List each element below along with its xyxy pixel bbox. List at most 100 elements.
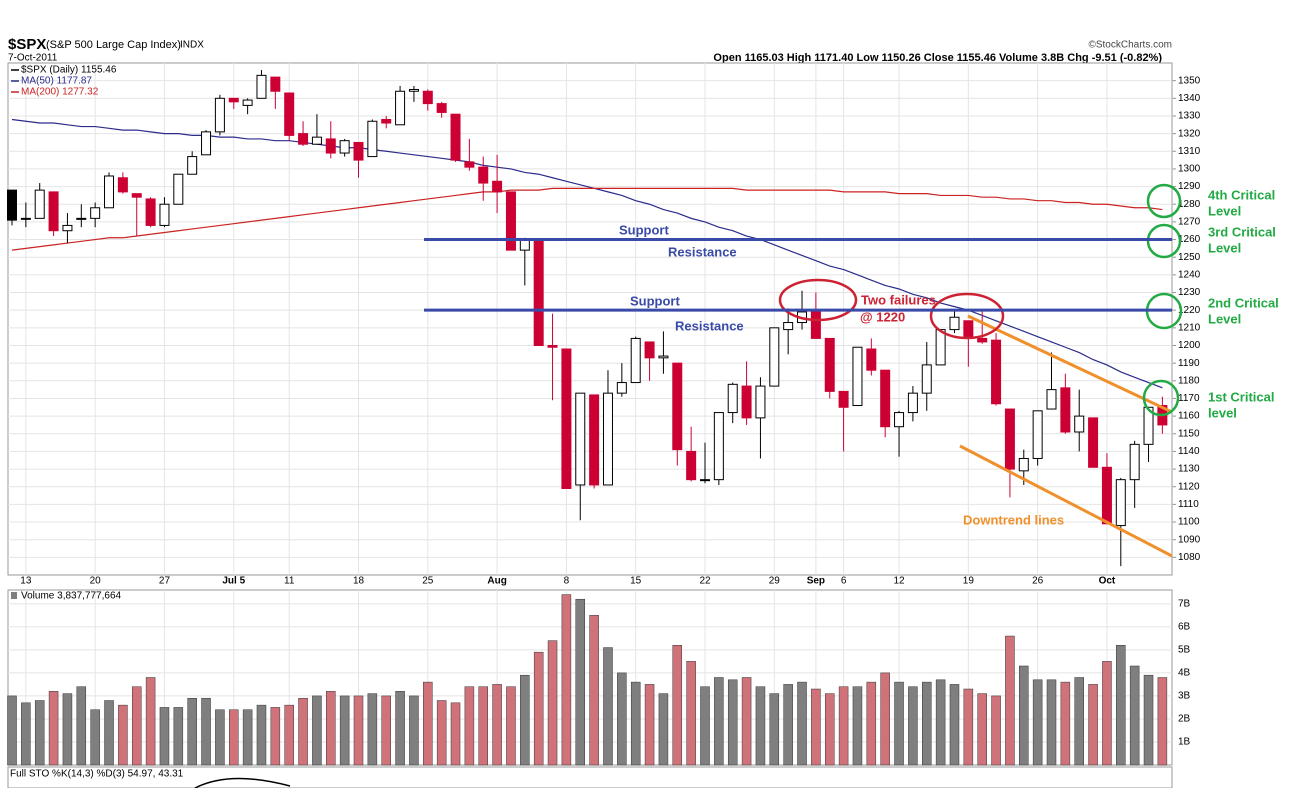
candle-body — [616, 382, 627, 394]
volume-bar — [1005, 635, 1015, 766]
volume-bar — [76, 686, 87, 766]
y-tick-label: 1240 — [1178, 270, 1201, 281]
volume-bar — [714, 677, 724, 766]
y-tick-label: 1250 — [1178, 252, 1201, 263]
critical-circle — [1146, 183, 1182, 219]
x-tick-label: 12 — [893, 576, 905, 587]
candle-body — [1018, 457, 1029, 472]
candle-body — [1046, 389, 1057, 410]
y-tick-label: 5B — [1178, 645, 1191, 656]
x-tick-label: 22 — [699, 576, 711, 587]
candle-body — [48, 191, 59, 232]
y-tick-label: 1210 — [1178, 322, 1201, 333]
y-tick-label: 6B — [1178, 621, 1191, 632]
x-tick-label: Aug — [487, 576, 506, 587]
volume-bar — [977, 693, 987, 766]
candle-body — [991, 339, 1002, 405]
annotation: level — [1208, 405, 1237, 420]
candle-body — [810, 311, 821, 339]
x-tick-label: 13 — [20, 576, 32, 587]
volume-bar — [367, 693, 378, 766]
x-tick-label: 20 — [90, 576, 102, 587]
candle-body — [34, 189, 45, 219]
volume-bar — [339, 695, 350, 766]
volume-bar — [1157, 677, 1168, 766]
volume-bar — [769, 693, 780, 766]
volume-bar — [326, 691, 336, 766]
volume-bar — [1129, 665, 1140, 766]
annotation: Downtrend lines — [963, 512, 1064, 527]
y-tick-label: 1220 — [1178, 305, 1201, 316]
annotation: @ 1220 — [860, 309, 905, 324]
volume-bar — [727, 679, 738, 766]
volume-bar — [1060, 681, 1071, 766]
volume-bar — [1102, 661, 1112, 766]
candle-body — [672, 362, 683, 451]
candle-body — [755, 385, 766, 419]
volume-bar — [104, 700, 114, 766]
y-tick-label: 1230 — [1178, 287, 1201, 298]
volume-bar — [395, 691, 405, 766]
candle-body — [533, 239, 544, 346]
candle-body — [62, 224, 73, 232]
volume-bar — [700, 686, 710, 766]
annotation: 2nd Critical — [1208, 295, 1279, 310]
candle-body — [450, 113, 461, 161]
candle-body — [1032, 410, 1043, 459]
volume-bar — [630, 681, 641, 766]
volume-bar — [1046, 679, 1057, 766]
candle-body — [963, 320, 974, 339]
x-tick-label: Jul 5 — [222, 576, 245, 587]
y-tick-label: 1110 — [1178, 499, 1199, 510]
candle-body — [1074, 415, 1085, 433]
candle-body — [145, 198, 156, 226]
volume-bar — [617, 672, 627, 766]
candle-body — [159, 203, 170, 226]
candle-body — [173, 173, 184, 205]
y-tick-label: 1200 — [1178, 340, 1201, 351]
volume-bar — [131, 686, 142, 766]
legend-label: $SPX (Daily) 1155.46 — [21, 65, 117, 76]
candle-body — [1143, 406, 1154, 445]
candle-body — [1129, 443, 1140, 481]
failure-circle — [929, 292, 1005, 340]
candle-body — [422, 90, 433, 105]
candle-body — [339, 140, 350, 154]
sto-frame — [7, 766, 1173, 788]
y-tick-label: 1300 — [1178, 164, 1201, 175]
volume-bar — [21, 702, 31, 766]
candle-body — [395, 90, 406, 126]
volume-bar — [298, 697, 308, 766]
volume-bar — [7, 695, 17, 766]
volume-bar — [506, 686, 516, 766]
annotation: 4th Critical — [1208, 187, 1275, 202]
volume-bar — [1116, 645, 1126, 766]
volume-bar — [201, 697, 211, 766]
candle-body — [311, 136, 322, 145]
volume-bar — [811, 688, 821, 766]
y-tick-label: 1150 — [1178, 428, 1200, 439]
candle-body — [187, 156, 198, 175]
volume-bar — [409, 695, 419, 766]
y-tick-label: 1170 — [1178, 393, 1200, 404]
candle-body — [519, 239, 530, 251]
volume-bar — [963, 688, 974, 766]
candle-body — [547, 344, 558, 348]
sto-label: Full STO %K(14,3) %D(3) 54.97, 43.31 — [10, 769, 184, 780]
y-tick-label: 1350 — [1178, 75, 1201, 86]
candle-body — [977, 337, 988, 343]
x-tick-label: 11 — [284, 576, 295, 587]
y-tick-label: 1180 — [1178, 375, 1200, 386]
volume-bar — [533, 651, 544, 766]
volume-bar — [852, 686, 863, 766]
volume-bar — [423, 681, 433, 766]
candle-body — [824, 337, 835, 392]
exchange: INDX — [180, 40, 204, 51]
x-tick-label: 29 — [769, 576, 781, 587]
volume-bar — [741, 677, 752, 766]
candle-body — [769, 327, 780, 387]
candle-body — [381, 118, 392, 124]
volume-bar — [575, 598, 586, 766]
candle-body — [228, 97, 239, 103]
y-tick-label: 1320 — [1178, 128, 1201, 139]
